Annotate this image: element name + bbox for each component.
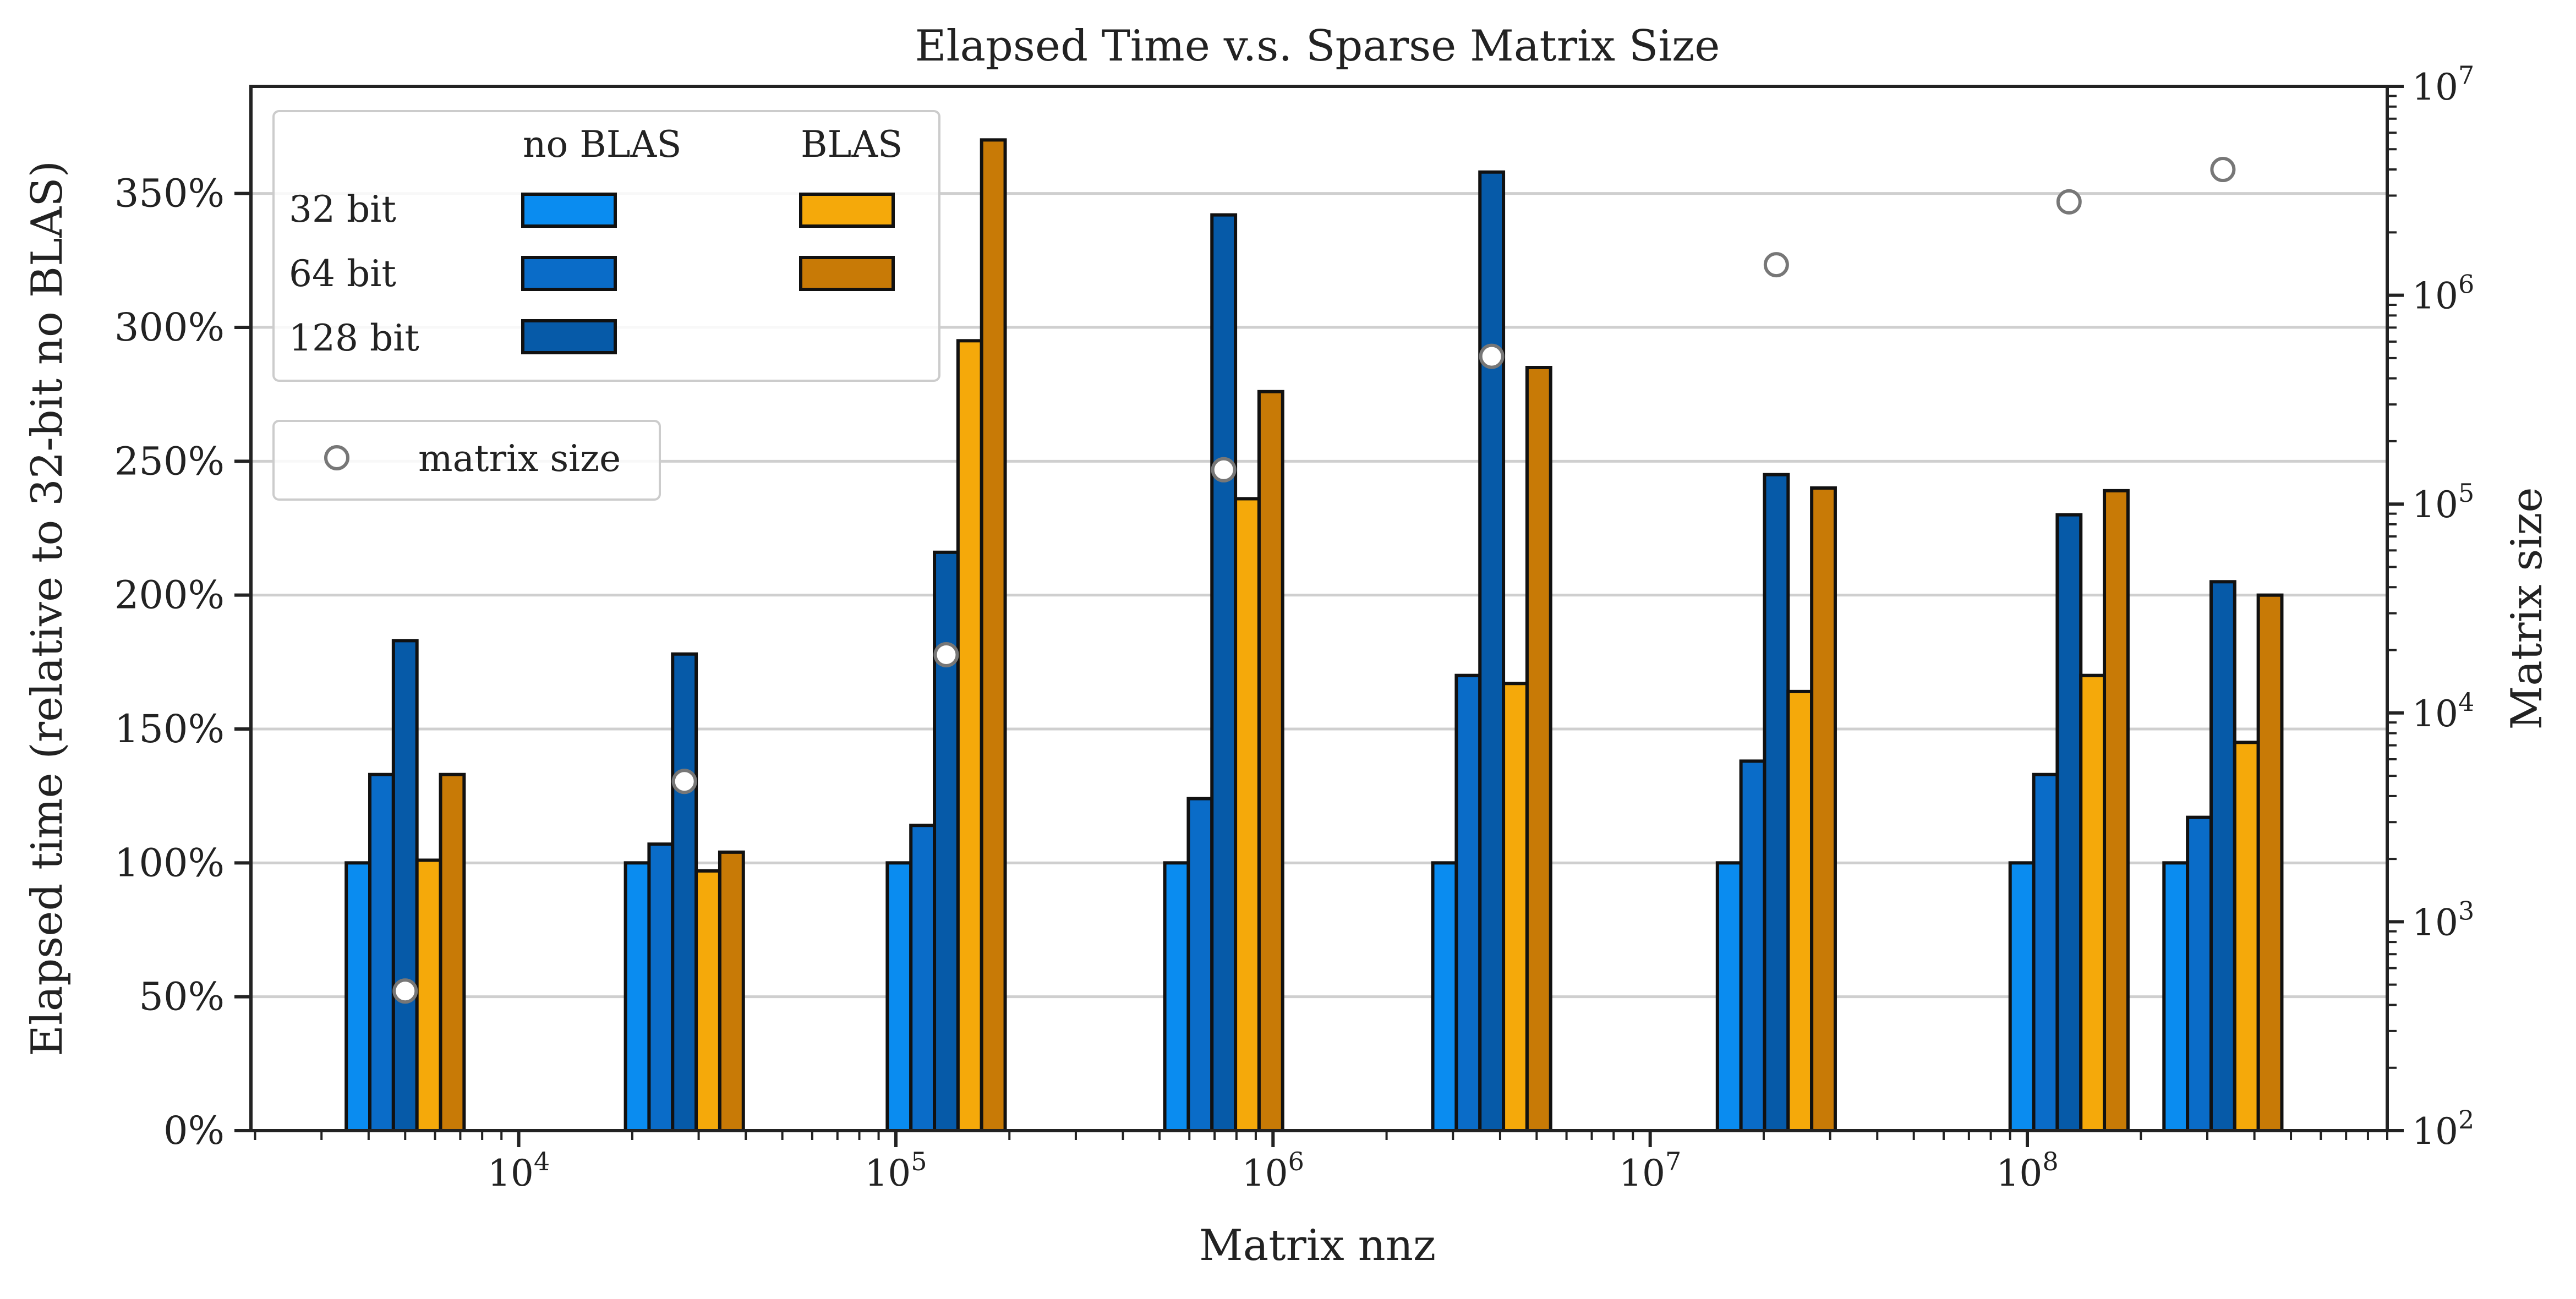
matrix-size-marker-3 — [1211, 457, 1237, 483]
bar-group3-nb32 — [1163, 861, 1190, 1133]
x-tick-label-2: 106 — [1242, 1147, 1304, 1194]
bar-group7-nb128 — [2209, 580, 2236, 1133]
y2-axis-label: Matrix size — [2502, 487, 2552, 730]
bar-group4-nb64 — [1454, 673, 1482, 1132]
legend-swatch-nb64 — [521, 256, 617, 291]
plot-frame — [249, 85, 2389, 1132]
legend-header-blas: BLAS — [801, 123, 903, 166]
x-tick-label-1: 105 — [865, 1147, 927, 1194]
bar-group5-b32 — [1786, 689, 1814, 1133]
bar-group1-nb64 — [647, 842, 675, 1133]
bar-group1-b64 — [718, 850, 745, 1133]
legend-swatch-b64 — [799, 256, 895, 291]
legend-series: no BLAS BLAS 32 bit 64 bit 128 bit — [272, 110, 940, 382]
y-tick-label-3: 150% — [114, 706, 225, 752]
bar-group2-nb64 — [909, 824, 937, 1132]
y-axis-ticks: 0% 50% 100% 150% 200% 250% 300% 350% — [114, 171, 251, 1153]
y2-tick-label-2: 104 — [2412, 687, 2474, 735]
y-axis-label: Elapsed time (relative to 32-bit no BLAS… — [23, 161, 72, 1056]
bar-group2-b64 — [980, 138, 1007, 1132]
bar-group7-b32 — [2233, 741, 2260, 1133]
legend-row-128: 128 bit — [289, 317, 419, 359]
bar-group2-nb32 — [885, 861, 913, 1133]
bar-group7-nb32 — [2162, 861, 2190, 1133]
bar-group3-b32 — [1234, 497, 1261, 1132]
matrix-size-marker-2 — [933, 642, 959, 667]
y-tick-label-4: 200% — [114, 573, 225, 618]
y-tick-label-5: 250% — [114, 439, 225, 484]
legend-swatch-b32 — [799, 193, 895, 228]
legend-row-64: 64 bit — [289, 253, 396, 295]
y-tick-label-0: 0% — [163, 1108, 225, 1153]
y2-tick-label-0: 102 — [2412, 1105, 2474, 1153]
y-tick-label-6: 300% — [114, 305, 225, 350]
legend-series-box — [272, 110, 940, 382]
bar-group0-nb32 — [344, 861, 372, 1133]
bar-group0-nb128 — [391, 639, 419, 1132]
matrix-size-marker-4 — [1479, 343, 1505, 369]
matrix-size-markers — [392, 157, 2236, 1004]
bar-group2-b32 — [956, 339, 983, 1132]
y2-tick-label-5: 107 — [2412, 61, 2474, 108]
legend-marker-label: matrix size — [418, 437, 621, 480]
y2-tick-label-4: 106 — [2412, 270, 2474, 317]
bar-group6-b64 — [2103, 489, 2130, 1132]
legend-row-32: 32 bit — [289, 188, 396, 231]
bar-group1-b32 — [694, 869, 721, 1133]
bar-group6-b32 — [2079, 673, 2107, 1132]
legend-swatch-nb128 — [521, 319, 617, 354]
legend-marker: matrix size — [272, 420, 661, 501]
x-tick-label-4: 108 — [1996, 1147, 2058, 1194]
bar-group7-b64 — [2256, 593, 2284, 1132]
legend-swatch-nb32 — [521, 193, 617, 228]
bar-group0-b32 — [415, 858, 442, 1132]
y2-axis-ticks: 102 103 104 105 106 107 — [2387, 61, 2474, 1153]
bar-group5-b64 — [1810, 486, 1837, 1132]
bar-group5-nb32 — [1715, 861, 1743, 1133]
y2-tick-label-3: 105 — [2412, 478, 2474, 526]
bar-group4-nb32 — [1431, 861, 1458, 1133]
matrix-size-marker-1 — [671, 769, 697, 794]
x-axis-ticks: 104 105 106 107 108 — [254, 1131, 2388, 1194]
matrix-size-marker-6 — [2056, 189, 2082, 215]
bar-group3-b64 — [1257, 390, 1284, 1132]
y-tick-label-2: 100% — [114, 840, 225, 885]
bar-group5-nb64 — [1739, 759, 1766, 1132]
bar-group7-nb64 — [2186, 815, 2213, 1132]
matrix-size-marker-7 — [2210, 157, 2236, 183]
legend-marker-box — [272, 420, 661, 501]
bar-group0-b64 — [439, 772, 466, 1132]
bar-group4-b32 — [1502, 682, 1529, 1133]
legend-marker-symbol — [324, 445, 349, 470]
bar-group5-nb128 — [1763, 473, 1790, 1133]
bar-group3-nb128 — [1210, 213, 1238, 1133]
x-tick-label-0: 104 — [488, 1147, 550, 1194]
bar-group3-nb64 — [1186, 797, 1214, 1132]
y2-tick-label-1: 103 — [2412, 896, 2474, 944]
bar-group4-b64 — [1525, 366, 1552, 1132]
bar-group6-nb64 — [2032, 772, 2059, 1132]
legend-header-no-blas: no BLAS — [523, 123, 681, 166]
bar-group4-nb128 — [1478, 170, 1506, 1133]
y-tick-label-7: 350% — [114, 171, 225, 216]
bar-group6-nb128 — [2055, 513, 2083, 1133]
bar-group6-nb32 — [2008, 861, 2036, 1133]
chart-title: Elapsed Time v.s. Sparse Matrix Size — [915, 21, 1720, 71]
matrix-size-marker-5 — [1763, 252, 1789, 278]
bar-group1-nb128 — [671, 652, 698, 1132]
bars — [344, 138, 2284, 1133]
bar-group0-nb64 — [368, 772, 395, 1132]
bar-group2-nb128 — [933, 550, 960, 1132]
x-tick-label-3: 107 — [1619, 1147, 1681, 1194]
y-tick-label-1: 50% — [139, 974, 225, 1020]
bar-group1-nb32 — [624, 861, 651, 1133]
matrix-size-marker-0 — [392, 978, 418, 1004]
x-axis-label: Matrix nnz — [1199, 1221, 1436, 1270]
